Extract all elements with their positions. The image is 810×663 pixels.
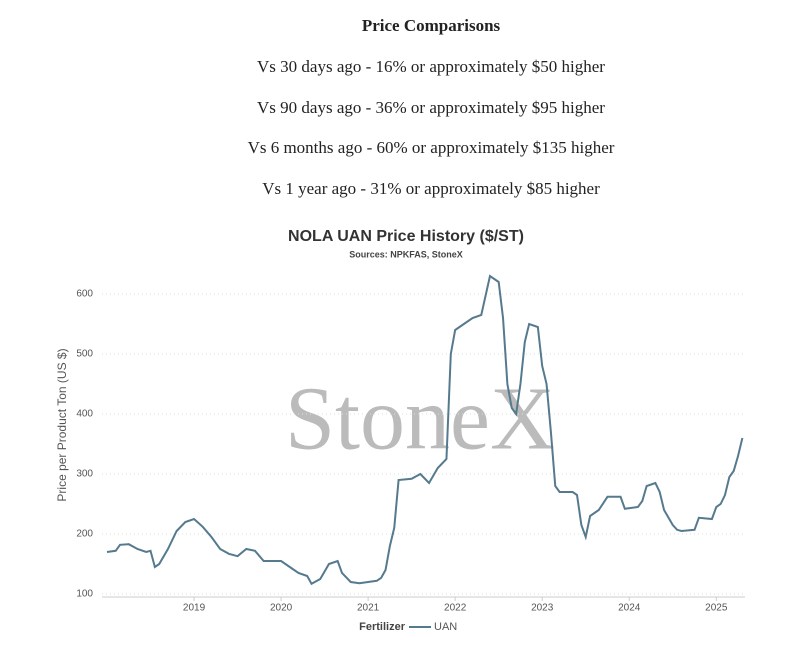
x-tick-label: 2025 — [705, 603, 728, 614]
comparison: Vs 30 days ago - 16% or approximately $5… — [257, 57, 605, 76]
comparison: Vs 6 months ago - 60% or approximately $… — [248, 138, 615, 157]
legend-label: UAN — [434, 621, 457, 633]
watermark: StoneX — [285, 370, 555, 469]
x-tick-label: 2022 — [444, 603, 467, 614]
y-tick-label: 400 — [76, 409, 93, 420]
comparison: Vs 1 year ago - 31% or approximately $85… — [262, 179, 600, 198]
x-tick-label: 2023 — [531, 603, 554, 614]
y-axis-label: Price per Product Ton (US $) — [55, 348, 69, 501]
chart-subtitle: Sources: NPKFAS, StoneX — [349, 249, 463, 259]
heading: Price Comparisons — [362, 16, 501, 35]
y-tick-label: 200 — [76, 529, 93, 540]
y-tick-label: 300 — [76, 469, 93, 480]
y-tick-label: 600 — [76, 289, 93, 300]
comparison: Vs 90 days ago - 36% or approximately $9… — [257, 98, 605, 117]
x-tick-label: 2021 — [357, 603, 380, 614]
x-tick-label: 2024 — [618, 603, 641, 614]
series-line — [106, 274, 744, 586]
chart-title: NOLA UAN Price History ($/ST) — [288, 228, 524, 245]
x-tick-label: 2019 — [183, 603, 206, 614]
x-tick-label: 2020 — [270, 603, 293, 614]
legend-title: Fertilizer — [359, 621, 406, 633]
y-tick-label: 100 — [76, 589, 93, 600]
y-tick-label: 500 — [76, 349, 93, 360]
